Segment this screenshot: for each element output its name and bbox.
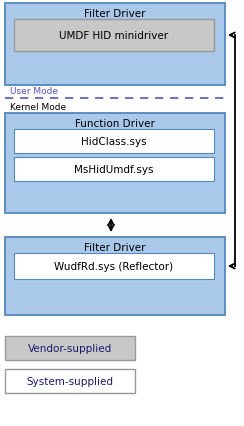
Bar (14, 20, 214, 52)
Bar (5, 237, 225, 315)
Text: System-supplied: System-supplied (27, 376, 113, 386)
Text: Filter Driver: Filter Driver (84, 9, 146, 19)
Bar (5, 4, 225, 86)
Text: Function Driver: Function Driver (75, 119, 155, 129)
Text: User Mode: User Mode (10, 86, 58, 95)
Text: WudfRd.sys (Reflector): WudfRd.sys (Reflector) (54, 262, 173, 271)
Text: MsHidUmdf.sys: MsHidUmdf.sys (74, 164, 154, 175)
Text: Vendor-supplied: Vendor-supplied (28, 343, 112, 353)
Text: HidClass.sys: HidClass.sys (81, 137, 147, 147)
Text: UMDF HID minidriver: UMDF HID minidriver (60, 31, 169, 41)
Bar (14, 130, 214, 154)
Text: Filter Driver: Filter Driver (84, 242, 146, 253)
Bar (14, 158, 214, 181)
Bar (5, 114, 225, 213)
Bar (5, 336, 135, 360)
Bar (5, 369, 135, 393)
Bar (14, 253, 214, 279)
Text: Kernel Mode: Kernel Mode (10, 102, 66, 111)
